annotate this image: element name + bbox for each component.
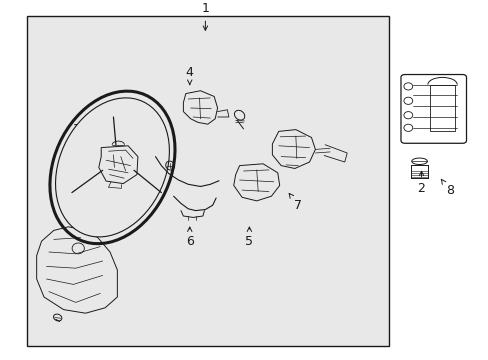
- Polygon shape: [37, 227, 117, 313]
- Polygon shape: [183, 91, 217, 124]
- Text: 4: 4: [185, 66, 193, 85]
- Ellipse shape: [56, 98, 169, 237]
- Text: 6: 6: [185, 227, 193, 248]
- Bar: [429, 85, 454, 131]
- Text: 3: 3: [72, 123, 92, 139]
- Bar: [27, 16, 388, 346]
- Text: 7: 7: [288, 193, 302, 212]
- Text: 2: 2: [417, 171, 425, 195]
- Polygon shape: [99, 146, 138, 184]
- FancyBboxPatch shape: [400, 75, 466, 143]
- Text: 5: 5: [245, 227, 253, 248]
- Polygon shape: [233, 164, 279, 201]
- Text: 8: 8: [440, 179, 453, 197]
- Text: 1: 1: [201, 3, 209, 30]
- Polygon shape: [272, 130, 315, 168]
